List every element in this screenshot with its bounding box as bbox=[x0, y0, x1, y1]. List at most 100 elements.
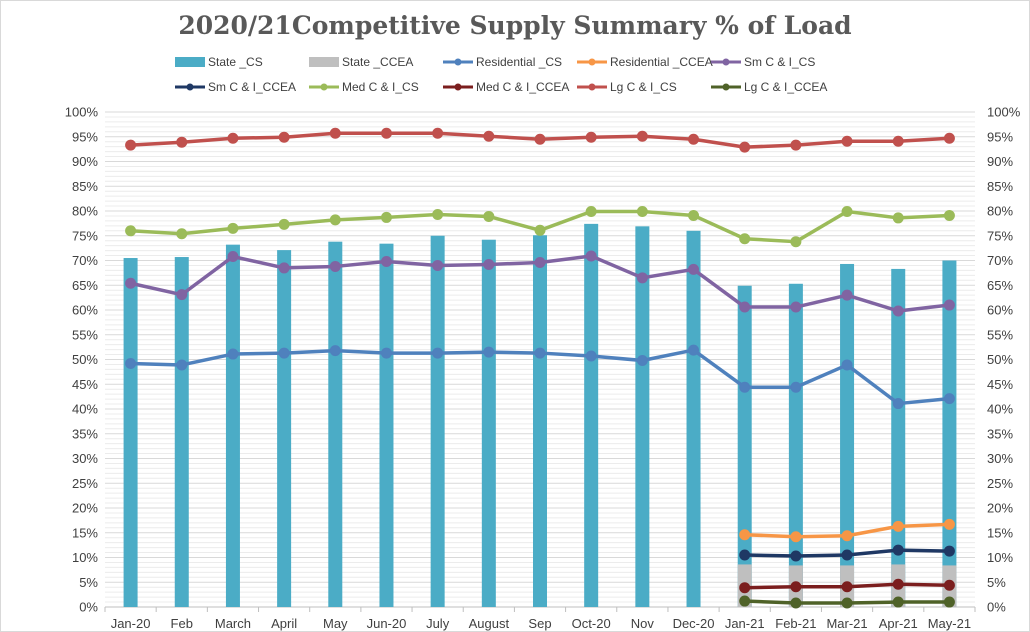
legend-label: Lg C & I_CS bbox=[610, 80, 677, 94]
lines bbox=[125, 127, 955, 609]
bar-state-cs bbox=[174, 257, 189, 607]
point-lg-c-and-i-cs bbox=[483, 130, 495, 142]
x-tick-label: Dec-20 bbox=[673, 616, 715, 631]
point-med-c-and-i-cs bbox=[329, 214, 341, 226]
legend-item-residential-ccea: Residential _CCEA bbox=[577, 55, 713, 69]
point-residential-cs bbox=[790, 381, 802, 393]
point-lg-c-and-i-ccea bbox=[841, 597, 853, 609]
point-med-c-and-i-cs bbox=[585, 205, 597, 217]
point-sm-c-and-i-cs bbox=[790, 301, 802, 313]
y-tick-label-left: 20% bbox=[72, 501, 98, 516]
x-tick-label: May bbox=[323, 616, 348, 631]
point-med-c-and-i-cs bbox=[278, 218, 290, 230]
y-tick-label-right: 30% bbox=[987, 451, 1013, 466]
point-med-c-and-i-cs bbox=[432, 208, 444, 220]
y-tick-label-left: 10% bbox=[72, 550, 98, 565]
point-residential-ccea bbox=[841, 530, 853, 542]
y-tick-label-left: 0% bbox=[79, 600, 98, 615]
legend-marker bbox=[320, 83, 328, 91]
point-lg-c-and-i-ccea bbox=[892, 596, 904, 608]
y-tick-label-right: 20% bbox=[987, 501, 1013, 516]
point-med-c-and-i-cs bbox=[943, 209, 955, 221]
chart-title: 2020/21Competitive Supply Summary % of L… bbox=[178, 11, 851, 40]
point-sm-c-and-i-cs bbox=[176, 289, 188, 301]
y-tick-label-right: 15% bbox=[987, 525, 1013, 540]
bar-state-cs bbox=[379, 243, 394, 608]
point-lg-c-and-i-cs bbox=[585, 131, 597, 143]
point-med-c-and-i-cs bbox=[739, 233, 751, 245]
point-residential-cs bbox=[380, 347, 392, 359]
legend-item-lg-c-and-i-cs: Lg C & I_CS bbox=[577, 80, 677, 94]
x-tick-label: Apr-21 bbox=[879, 616, 918, 631]
y-tick-label-right: 10% bbox=[987, 550, 1013, 565]
y-tick-label-right: 65% bbox=[987, 278, 1013, 293]
point-sm-c-and-i-cs bbox=[892, 305, 904, 317]
point-sm-c-and-i-ccea bbox=[943, 545, 955, 557]
point-residential-cs bbox=[125, 357, 137, 369]
point-residential-cs bbox=[534, 347, 546, 359]
y-tick-label-left: 5% bbox=[79, 575, 98, 590]
point-lg-c-and-i-cs bbox=[688, 133, 700, 145]
point-med-c-and-i-ccea bbox=[892, 578, 904, 590]
point-residential-cs bbox=[739, 381, 751, 393]
y-tick-label-left: 40% bbox=[72, 402, 98, 417]
x-tick-label: May-21 bbox=[928, 616, 971, 631]
legend-label: State _CCEA bbox=[342, 55, 413, 69]
point-med-c-and-i-cs bbox=[176, 228, 188, 240]
point-residential-cs bbox=[278, 347, 290, 359]
point-lg-c-and-i-cs bbox=[278, 131, 290, 143]
legend-marker bbox=[588, 83, 596, 91]
point-residential-cs bbox=[329, 345, 341, 357]
point-med-c-and-i-cs bbox=[483, 210, 495, 222]
point-sm-c-and-i-ccea bbox=[841, 549, 853, 561]
x-tick-label: Feb-21 bbox=[775, 616, 816, 631]
y-tick-label-left: 100% bbox=[65, 105, 99, 120]
bar-state-cs bbox=[123, 258, 138, 607]
point-residential-cs bbox=[432, 347, 444, 359]
legend-label: Med C & I_CCEA bbox=[476, 80, 569, 94]
y-tick-label-left: 25% bbox=[72, 476, 98, 491]
point-sm-c-and-i-cs bbox=[227, 251, 239, 263]
point-lg-c-and-i-cs bbox=[739, 141, 751, 153]
legend-item-state-ccea: State _CCEA bbox=[309, 55, 413, 69]
point-med-c-and-i-cs bbox=[380, 211, 392, 223]
bar-state-cs bbox=[635, 226, 650, 607]
y-tick-label-right: 85% bbox=[987, 179, 1013, 194]
y-tick-label-left: 65% bbox=[72, 278, 98, 293]
point-lg-c-and-i-ccea bbox=[790, 597, 802, 609]
point-med-c-and-i-cs bbox=[534, 224, 546, 236]
point-residential-ccea bbox=[943, 518, 955, 530]
point-lg-c-and-i-cs bbox=[790, 139, 802, 151]
legend-item-med-c-and-i-ccea: Med C & I_CCEA bbox=[443, 80, 569, 94]
y-tick-label-right: 40% bbox=[987, 402, 1013, 417]
point-med-c-and-i-ccea bbox=[943, 579, 955, 591]
y-tick-label-left: 15% bbox=[72, 525, 98, 540]
y-tick-label-right: 100% bbox=[987, 105, 1021, 120]
legend-label: Sm C & I_CS bbox=[744, 55, 815, 69]
legend-swatch bbox=[309, 57, 339, 67]
point-residential-cs bbox=[636, 354, 648, 366]
x-tick-label: Oct-20 bbox=[572, 616, 611, 631]
point-sm-c-and-i-cs bbox=[534, 256, 546, 268]
y-tick-label-left: 45% bbox=[72, 377, 98, 392]
point-sm-c-and-i-cs bbox=[125, 277, 137, 289]
x-tick-label: Jan-20 bbox=[111, 616, 151, 631]
point-residential-cs bbox=[483, 346, 495, 358]
point-med-c-and-i-ccea bbox=[790, 581, 802, 593]
legend-item-sm-c-and-i-ccea: Sm C & I_CCEA bbox=[175, 80, 296, 94]
legend-marker bbox=[722, 58, 730, 66]
x-tick-label: Nov bbox=[631, 616, 655, 631]
point-sm-c-and-i-cs bbox=[841, 289, 853, 301]
point-sm-c-and-i-cs bbox=[278, 262, 290, 274]
legend-label: Sm C & I_CCEA bbox=[208, 80, 296, 94]
point-med-c-and-i-cs bbox=[125, 225, 137, 237]
y-tick-label-right: 75% bbox=[987, 228, 1013, 243]
legend-label: Lg C & I_CCEA bbox=[744, 80, 827, 94]
x-tick-label: July bbox=[426, 616, 450, 631]
x-tick-label: March bbox=[215, 616, 251, 631]
bar-state-cs bbox=[481, 239, 496, 607]
x-tick-label: April bbox=[271, 616, 297, 631]
point-sm-c-and-i-ccea bbox=[739, 549, 751, 561]
